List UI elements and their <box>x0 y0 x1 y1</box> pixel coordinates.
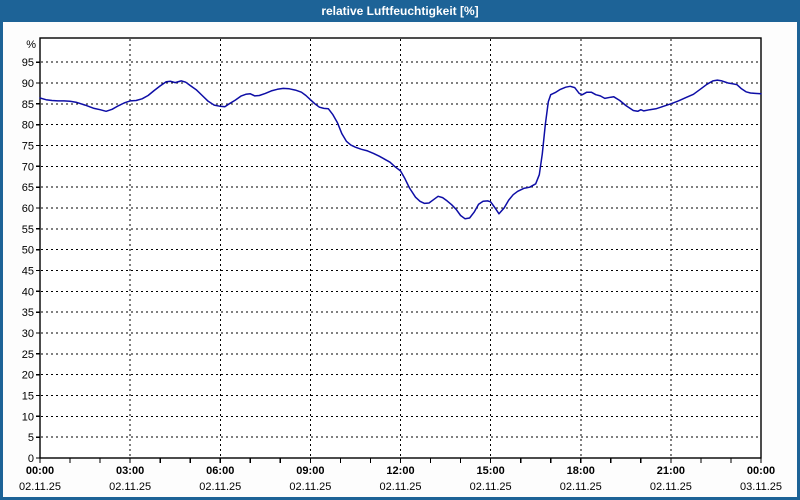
x-date-label: 02.11.25 <box>650 481 692 493</box>
y-tick-label: 30 <box>22 328 34 340</box>
x-date-label: 02.11.25 <box>379 481 421 493</box>
x-date-label: 02.11.25 <box>19 481 61 493</box>
x-time-label: 03:00 <box>116 465 144 477</box>
humidity-chart: 05101520253035404550556065707580859095% … <box>19 37 782 493</box>
y-tick-label: 10 <box>22 411 34 423</box>
y-tick-label: 0 <box>28 453 34 465</box>
humidity-line <box>39 79 762 220</box>
x-date-label: 02.11.25 <box>289 481 331 493</box>
y-tick-label: 85 <box>22 99 34 111</box>
y-tick-label: 65 <box>22 182 34 194</box>
y-tick-label: 35 <box>22 307 34 319</box>
x-date-label: 02.11.25 <box>560 481 602 493</box>
window-title: relative Luftfeuchtigkeit [%] <box>321 4 479 18</box>
x-time-label: 15:00 <box>477 465 505 477</box>
axis-ticks <box>36 61 762 463</box>
x-date-label: 02.11.25 <box>109 481 151 493</box>
x-time-label: 09:00 <box>296 465 324 477</box>
y-tick-label: 95 <box>22 57 34 69</box>
y-tick-label: 50 <box>22 245 34 257</box>
y-tick-label: 90 <box>22 78 34 90</box>
y-axis-labels: 0 5 10 15 20 25 30 35 40 45 50 55 60 65 70 75 80 85 90 95% <box>22 39 36 465</box>
plot-border <box>39 37 762 459</box>
y-tick-label: 40 <box>22 286 34 298</box>
x-date-label: 02.11.25 <box>199 481 241 493</box>
chart-area: 0 5 10 15 20 25 30 35 40 45 50 55 60 65 70 75 80 85 90 95% … <box>3 22 797 497</box>
x-time-label: 12:00 <box>386 465 414 477</box>
y-tick-label: 55 <box>22 224 34 236</box>
y-tick-label: 25 <box>22 349 34 361</box>
y-tick-label: 80 <box>22 120 34 132</box>
x-time-label: 21:00 <box>657 465 685 477</box>
x-date-label: 03.11.25 <box>740 481 782 493</box>
y-tick-label: 60 <box>22 203 34 215</box>
x-time-label: 00:00 <box>26 465 54 477</box>
y-tick-label: 45 <box>22 266 34 278</box>
y-axis-unit: % <box>26 39 36 51</box>
x-time-label: 18:00 <box>567 465 595 477</box>
title-bar: relative Luftfeuchtigkeit [%] <box>0 0 800 22</box>
y-tick-label: 70 <box>22 161 34 173</box>
x-time-label: 00:00 <box>747 465 775 477</box>
y-tick-label: 15 <box>22 391 34 403</box>
y-tick-label: 5 <box>28 432 34 444</box>
x-time-label: 06:00 <box>206 465 234 477</box>
y-tick-label: 20 <box>22 370 34 382</box>
y-tick-label: 75 <box>22 141 34 153</box>
x-axis-labels: 00:00 02.11.25 03:00 02.11.25 06:00 02.11.25 0… <box>19 465 782 493</box>
x-date-label: 02.11.25 <box>470 481 512 493</box>
